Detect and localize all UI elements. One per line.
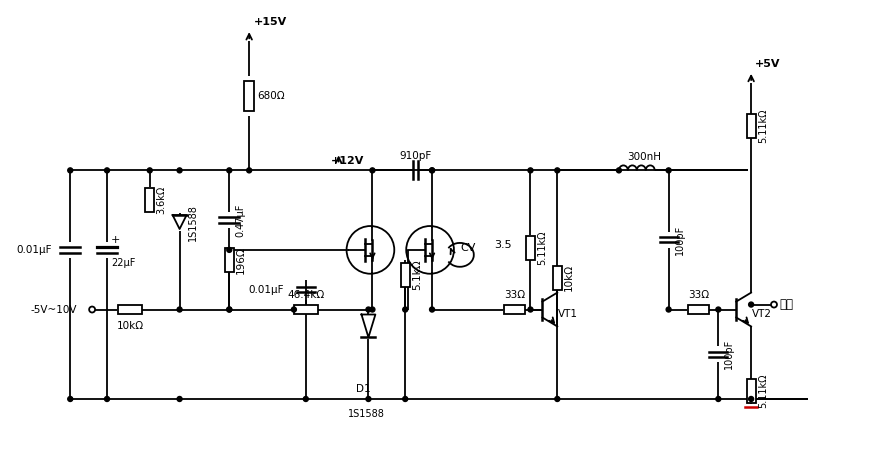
Bar: [526, 236, 535, 260]
Circle shape: [403, 396, 408, 401]
Circle shape: [304, 396, 308, 401]
Circle shape: [177, 307, 182, 312]
Circle shape: [104, 396, 109, 401]
Circle shape: [555, 168, 560, 173]
Bar: [245, 81, 254, 111]
Bar: [146, 188, 155, 212]
Bar: [553, 266, 562, 290]
Text: 3.5: 3.5: [494, 240, 512, 250]
Circle shape: [177, 168, 182, 173]
Text: 5.11kΩ: 5.11kΩ: [538, 231, 547, 265]
Bar: [401, 263, 410, 286]
Circle shape: [528, 168, 533, 173]
Circle shape: [429, 168, 434, 173]
Circle shape: [177, 396, 182, 401]
Text: 680Ω: 680Ω: [257, 91, 284, 101]
Bar: [225, 248, 234, 272]
Text: 100pF: 100pF: [675, 225, 684, 255]
Circle shape: [370, 168, 375, 173]
Bar: [747, 379, 756, 403]
Text: 1S1588: 1S1588: [187, 205, 198, 242]
Bar: [747, 114, 756, 138]
Bar: [503, 305, 525, 314]
Text: -5V~10V: -5V~10V: [31, 304, 77, 315]
Text: 22μF: 22μF: [111, 258, 135, 268]
Bar: [294, 305, 318, 314]
Text: 300nH: 300nH: [627, 152, 660, 163]
Text: 46.4kΩ: 46.4kΩ: [287, 290, 324, 299]
Circle shape: [716, 307, 721, 312]
Text: 5.1kΩ: 5.1kΩ: [412, 260, 422, 290]
Bar: [688, 305, 709, 314]
Text: 100pF: 100pF: [724, 339, 735, 370]
Text: 910pF: 910pF: [399, 152, 431, 161]
Text: 10kΩ: 10kΩ: [117, 322, 143, 331]
Circle shape: [429, 168, 434, 173]
Circle shape: [716, 396, 721, 401]
Circle shape: [749, 396, 753, 401]
Circle shape: [68, 396, 72, 401]
Text: 输出: 输出: [779, 298, 793, 311]
Circle shape: [666, 307, 671, 312]
Text: 5.11kΩ: 5.11kΩ: [758, 109, 768, 143]
Circle shape: [104, 168, 109, 173]
Circle shape: [403, 307, 408, 312]
Text: D1: D1: [356, 384, 371, 394]
Text: 1S1588: 1S1588: [348, 409, 385, 419]
Circle shape: [227, 307, 231, 312]
Text: 0.01μF: 0.01μF: [17, 245, 52, 255]
Circle shape: [147, 168, 152, 173]
Circle shape: [616, 168, 622, 173]
Circle shape: [227, 247, 231, 252]
Text: 196Ω: 196Ω: [237, 246, 246, 274]
Text: +12V: +12V: [330, 157, 364, 166]
Circle shape: [68, 168, 72, 173]
Bar: [118, 305, 142, 314]
Circle shape: [227, 307, 231, 312]
Circle shape: [366, 307, 371, 312]
Text: 33Ω: 33Ω: [688, 290, 709, 299]
Text: 0.01μF: 0.01μF: [248, 285, 284, 295]
Circle shape: [429, 307, 434, 312]
Circle shape: [528, 307, 533, 312]
Circle shape: [366, 396, 371, 401]
Circle shape: [227, 168, 231, 173]
Text: VT1: VT1: [558, 310, 578, 320]
Circle shape: [246, 168, 252, 173]
Circle shape: [666, 168, 671, 173]
Text: 33Ω: 33Ω: [504, 290, 525, 299]
Text: +5V: +5V: [755, 59, 781, 69]
Text: 0.47μF: 0.47μF: [235, 203, 245, 237]
Text: VT2: VT2: [752, 310, 772, 320]
Circle shape: [370, 307, 375, 312]
Text: 5.11kΩ: 5.11kΩ: [758, 374, 768, 408]
Text: 10kΩ: 10kΩ: [564, 264, 574, 291]
Text: +: +: [111, 235, 120, 245]
Text: +15V: +15V: [254, 17, 287, 27]
Circle shape: [291, 307, 297, 312]
Text: 3.6kΩ: 3.6kΩ: [156, 186, 167, 214]
Circle shape: [749, 302, 753, 307]
Circle shape: [555, 396, 560, 401]
Text: CV: CV: [460, 243, 475, 253]
